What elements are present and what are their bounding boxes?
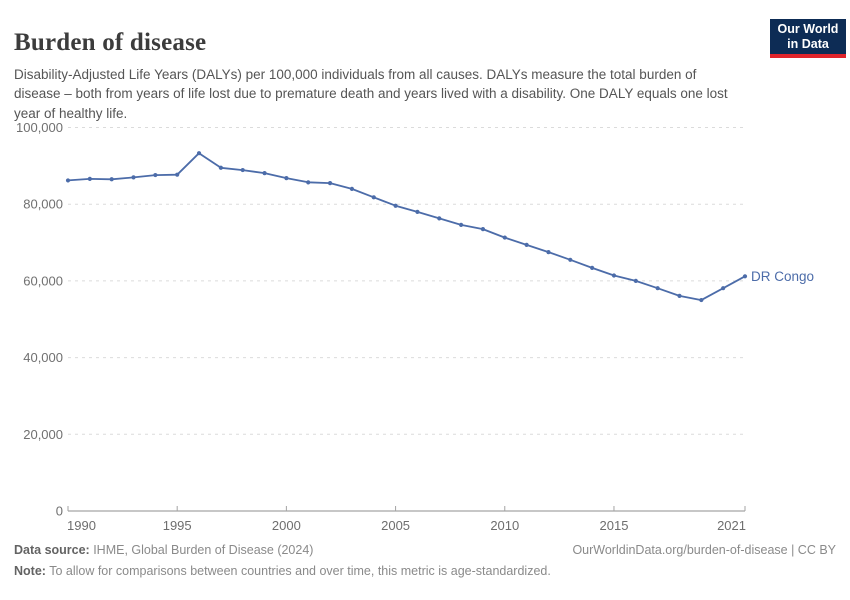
x-axis-tick-label: 2015: [600, 518, 629, 533]
data-point[interactable]: [131, 175, 136, 180]
x-axis-tick-label: 2021: [717, 518, 746, 533]
chart-title: Burden of disease: [14, 28, 207, 56]
data-point[interactable]: [721, 286, 726, 291]
data-point[interactable]: [677, 293, 682, 298]
data-point[interactable]: [480, 227, 486, 232]
data-point[interactable]: [458, 222, 464, 228]
y-axis-tick-label: 40,000: [23, 350, 63, 365]
y-axis-tick-label: 100,000: [16, 120, 63, 135]
data-point[interactable]: [306, 180, 311, 185]
data-point[interactable]: [633, 278, 638, 283]
data-point[interactable]: [240, 167, 245, 173]
x-axis-tick-label: 2000: [272, 518, 301, 533]
series-line-dr-congo[interactable]: [67, 152, 746, 301]
x-axis-tick-label: 1990: [67, 518, 96, 533]
y-axis-tick-label: 80,000: [23, 197, 63, 212]
x-axis-tick-label: 2010: [490, 518, 519, 533]
data-source-value: IHME, Global Burden of Disease (2024): [89, 543, 314, 557]
y-axis-tick-label: 60,000: [23, 273, 63, 288]
data-point[interactable]: [546, 250, 551, 255]
data-point[interactable]: [590, 265, 595, 270]
data-point[interactable]: [437, 216, 442, 221]
data-point[interactable]: [284, 176, 289, 181]
data-point[interactable]: [371, 195, 376, 200]
data-point[interactable]: [524, 242, 529, 247]
footer-row-note: Note: To allow for comparisons between c…: [14, 564, 836, 578]
data-point[interactable]: [699, 297, 704, 303]
series-end-label[interactable]: DR Congo: [751, 269, 814, 284]
chart-svg: 0 20,000 40,000 60,000 80,000 100,000 1990 1995…: [16, 120, 814, 533]
x-axis-tick-label: 2005: [381, 518, 410, 533]
data-point[interactable]: [655, 286, 660, 291]
owid-logo[interactable]: Our World in Data: [770, 19, 846, 58]
data-point[interactable]: [415, 209, 420, 214]
data-source-label: Data source:: [14, 543, 90, 557]
data-point[interactable]: [568, 257, 573, 262]
owid-logo-line2: in Data: [787, 36, 829, 51]
note-label: Note:: [14, 564, 46, 578]
attribution-text: OurWorldinData.org/burden-of-disease | C…: [572, 543, 836, 557]
data-source-text: Data source: IHME, Global Burden of Dise…: [14, 543, 313, 557]
data-point[interactable]: [502, 235, 507, 240]
data-point[interactable]: [393, 203, 398, 208]
owid-logo-line1: Our World: [777, 21, 839, 36]
y-axis-tick-label: 0: [56, 504, 63, 519]
data-point[interactable]: [742, 274, 748, 279]
data-point[interactable]: [611, 273, 617, 278]
footer-row-source: Data source: IHME, Global Burden of Dise…: [14, 543, 836, 557]
data-point[interactable]: [65, 178, 71, 183]
data-point[interactable]: [327, 181, 333, 186]
data-point[interactable]: [262, 171, 267, 176]
x-axis-tick-label: 1995: [163, 518, 192, 533]
chart-footer: Data source: IHME, Global Burden of Dise…: [14, 543, 836, 578]
data-point[interactable]: [218, 165, 223, 170]
data-point[interactable]: [153, 172, 158, 178]
chart-subtitle: Disability-Adjusted Life Years (DALYs) p…: [14, 66, 728, 121]
data-point[interactable]: [109, 177, 114, 182]
data-point[interactable]: [87, 176, 92, 181]
data-point[interactable]: [196, 151, 202, 156]
data-point[interactable]: [349, 186, 355, 191]
data-point[interactable]: [175, 172, 180, 177]
note-value: To allow for comparisons between countri…: [45, 564, 551, 578]
y-axis-tick-label: 20,000: [23, 427, 63, 442]
